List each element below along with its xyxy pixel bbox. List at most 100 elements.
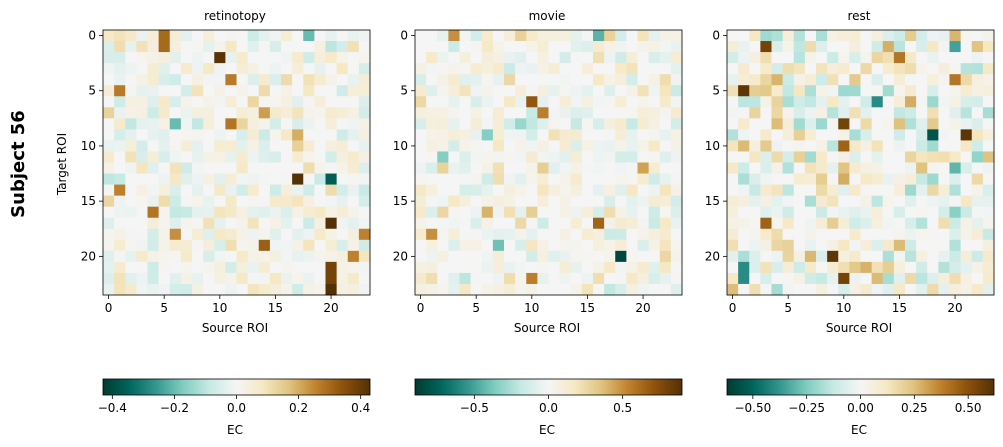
heatmap-cell xyxy=(415,239,427,252)
heatmap-cell xyxy=(504,239,516,252)
heatmap-cell xyxy=(893,151,906,163)
heatmap-cell xyxy=(269,228,282,241)
heatmap-cell xyxy=(214,30,226,42)
heatmap-cell xyxy=(816,239,828,252)
heatmap-cell xyxy=(916,107,928,119)
heatmap-cell xyxy=(615,74,627,86)
heatmap-cell xyxy=(125,30,137,42)
heatmap-cell xyxy=(136,261,148,274)
heatmap-cell xyxy=(816,184,828,197)
heatmap-cell xyxy=(838,107,850,119)
heatmap-cell xyxy=(125,195,137,208)
heatmap-cell xyxy=(615,239,627,252)
heatmap-cell xyxy=(548,250,561,263)
heatmap-cell xyxy=(648,41,661,53)
heatmap-cell xyxy=(269,206,282,219)
heatmap-cell xyxy=(604,239,616,252)
heatmap-cell xyxy=(537,228,549,241)
heatmap-cell xyxy=(860,184,873,197)
heatmap-cell xyxy=(615,140,627,152)
heatmap-cell xyxy=(615,129,627,141)
heatmap-cell xyxy=(426,74,438,86)
heatmap-cell xyxy=(437,162,449,174)
heatmap-cell xyxy=(426,96,438,108)
heatmap-cell xyxy=(804,272,817,285)
heatmap-cell xyxy=(358,283,371,296)
heatmap-cell xyxy=(637,261,650,274)
heatmap-cell xyxy=(982,195,995,208)
heatmap-cell xyxy=(548,228,561,241)
heatmap-cell xyxy=(114,140,126,152)
heatmap-cell xyxy=(492,261,505,274)
heatmap-cell xyxy=(581,85,594,97)
heatmap-cell xyxy=(136,151,148,163)
heatmap-cell xyxy=(258,30,271,42)
colorbar-tick-label: −0.4 xyxy=(98,401,127,415)
heatmap-cell xyxy=(214,217,226,230)
heatmap-cell xyxy=(214,162,226,174)
heatmap-cell xyxy=(816,195,828,208)
heatmap-cell xyxy=(147,206,160,219)
heatmap-cell xyxy=(670,261,683,274)
heatmap-cell xyxy=(982,217,995,230)
heatmap-cell xyxy=(827,228,839,241)
heatmap-cell xyxy=(169,261,182,274)
heatmap-cell xyxy=(626,140,638,152)
heatmap-cell xyxy=(236,206,249,219)
heatmap-cell xyxy=(927,206,939,219)
heatmap-cell xyxy=(581,74,594,86)
heatmap-cell xyxy=(637,184,650,197)
heatmap-cell xyxy=(593,239,605,252)
heatmap-cell xyxy=(481,272,494,285)
heatmap-cell xyxy=(882,129,895,141)
heatmap-cell xyxy=(816,206,828,219)
heatmap-cell xyxy=(415,85,427,97)
heatmap-cell xyxy=(916,63,928,75)
heatmap-cell xyxy=(147,41,160,53)
heatmap-cell xyxy=(136,283,148,296)
heatmap-cell xyxy=(816,151,828,163)
y-tick-label: 15 xyxy=(393,194,408,208)
heatmap-cell xyxy=(604,30,616,42)
heatmap-cell xyxy=(158,151,171,163)
y-tick-label: 0 xyxy=(712,29,720,43)
heatmap-cell xyxy=(281,217,293,230)
heatmap-cell xyxy=(258,195,271,208)
heatmap-cell xyxy=(916,30,928,42)
heatmap-cell xyxy=(727,250,739,263)
heatmap-cell xyxy=(893,52,906,64)
heatmap-cell xyxy=(314,195,326,208)
heatmap-cell xyxy=(793,41,806,53)
heatmap-cell xyxy=(949,228,962,241)
heatmap-cell xyxy=(225,206,237,219)
heatmap-cell xyxy=(938,107,950,119)
heatmap-cell xyxy=(782,129,795,141)
heatmap-cell xyxy=(905,283,917,296)
heatmap-cell xyxy=(960,217,973,230)
heatmap-cell xyxy=(738,129,750,141)
x-tick-label: 0 xyxy=(105,301,113,315)
heatmap-cell xyxy=(314,118,326,130)
heatmap-cell xyxy=(804,283,817,296)
heatmap-cell xyxy=(782,118,795,130)
heatmap-cell xyxy=(659,107,672,119)
heatmap-cell xyxy=(927,162,939,174)
heatmap-cell xyxy=(504,261,516,274)
heatmap-cell xyxy=(158,184,171,197)
heatmap-cell xyxy=(971,63,984,75)
heatmap-cell xyxy=(581,283,594,296)
heatmap-cell xyxy=(492,217,505,230)
heatmap-cell xyxy=(570,96,583,108)
heatmap-cell xyxy=(247,162,260,174)
heatmap-cell xyxy=(136,206,148,219)
heatmap-cell xyxy=(738,261,750,274)
heatmap-cell xyxy=(158,74,171,86)
heatmap-cell xyxy=(559,217,572,230)
heatmap-cell xyxy=(782,30,795,42)
heatmap-cell xyxy=(292,217,304,230)
heatmap-cell xyxy=(793,63,806,75)
heatmap-cell xyxy=(515,162,527,174)
heatmap-cell xyxy=(982,74,995,86)
